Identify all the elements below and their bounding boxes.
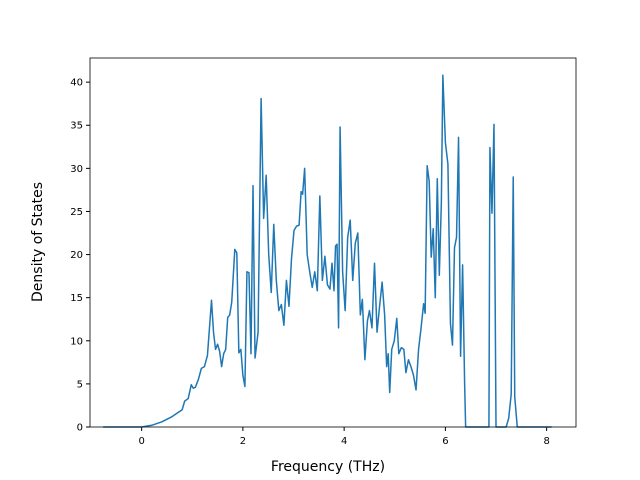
y-tick-label: 40 xyxy=(70,78,83,89)
x-axis-label: Frequency (THz) xyxy=(271,459,385,475)
line xyxy=(103,74,552,428)
y-tick-label: 20 xyxy=(70,250,83,261)
y-tick-label: 5 xyxy=(77,379,83,390)
y-tick-label: 35 xyxy=(70,121,83,132)
x-tick-label: 4 xyxy=(341,436,347,447)
x-tick-label: 6 xyxy=(442,436,448,447)
x-tick-label: 8 xyxy=(543,436,549,447)
y-tick-label: 30 xyxy=(70,164,83,175)
axes-frame xyxy=(89,57,577,428)
x-tick-label: 0 xyxy=(138,436,144,447)
y-axis-label: Density of States xyxy=(30,182,46,302)
x-tick-label: 2 xyxy=(240,436,246,447)
y-tick-label: 0 xyxy=(77,423,83,434)
y-tick-label: 25 xyxy=(70,207,83,218)
y-tick-label: 15 xyxy=(70,293,83,304)
y-tick-label: 10 xyxy=(70,336,83,347)
